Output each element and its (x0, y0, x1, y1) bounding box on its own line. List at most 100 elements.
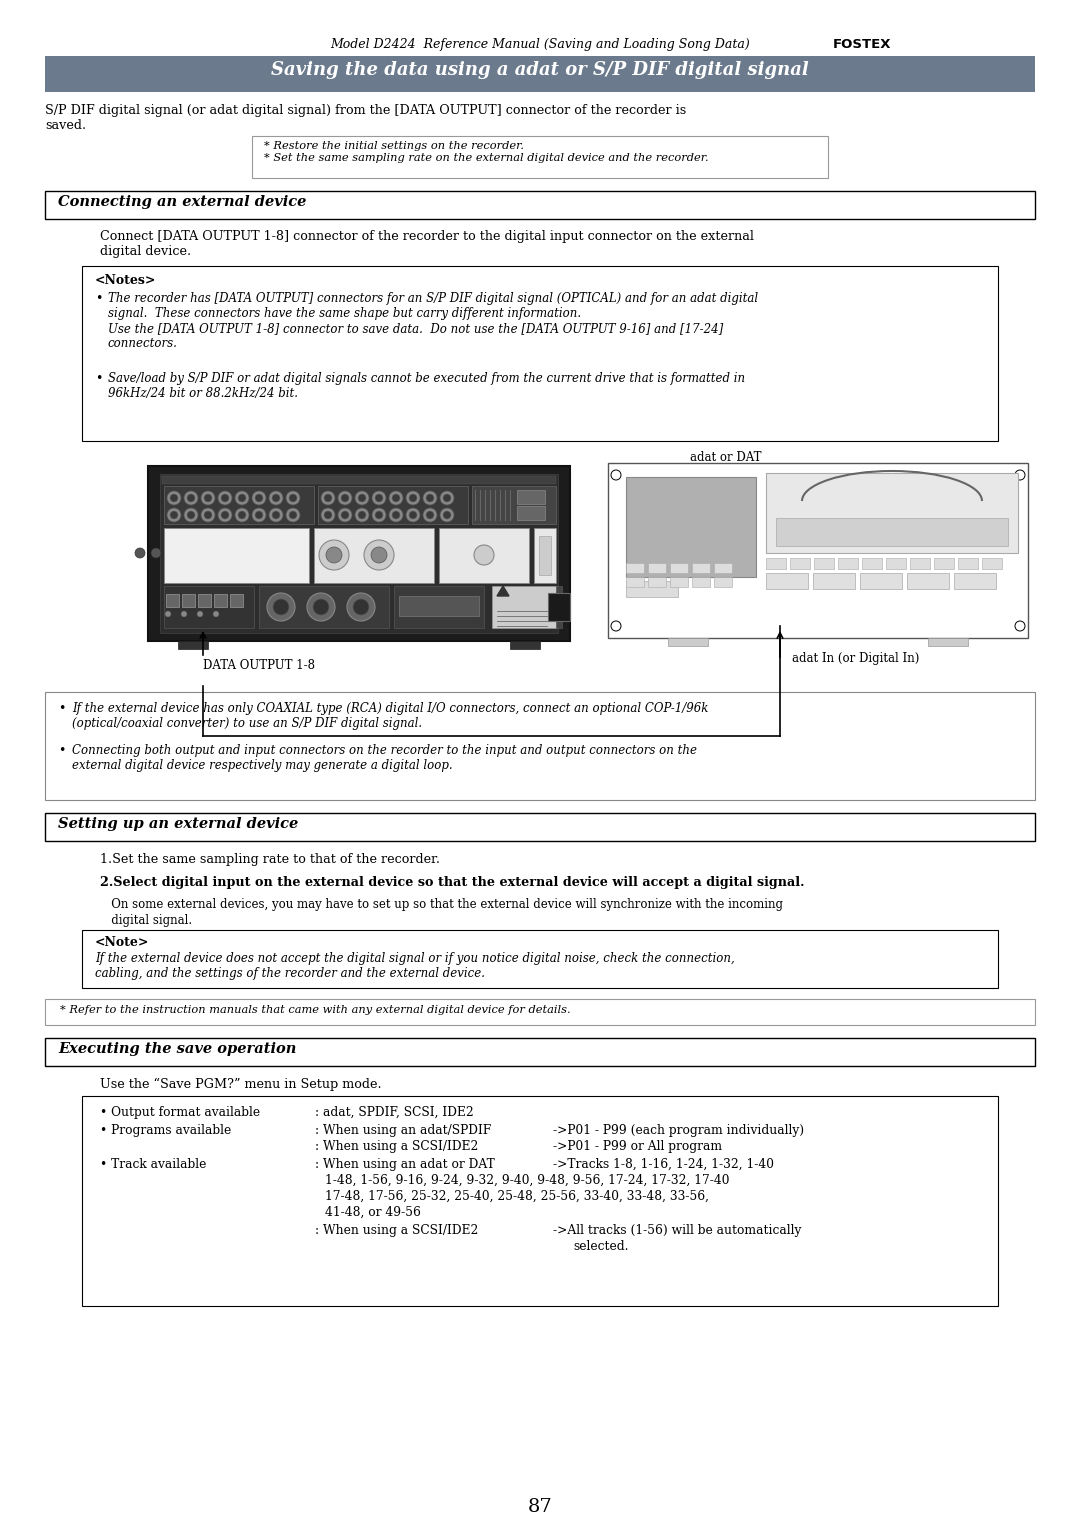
Text: CE: CE (530, 614, 540, 623)
Bar (492, 587, 557, 628)
Circle shape (372, 507, 386, 523)
Bar (692, 578, 710, 587)
Bar (838, 558, 858, 568)
Text: * Refer to the instruction manuals that came with any external digital device fo: * Refer to the instruction manuals that … (60, 1005, 570, 1015)
Bar (164, 587, 254, 628)
Bar (626, 477, 756, 578)
Circle shape (221, 494, 229, 503)
Bar (670, 562, 688, 573)
Circle shape (474, 545, 494, 565)
Circle shape (440, 507, 454, 523)
Text: ->P01 - P99 or All program: ->P01 - P99 or All program (553, 1140, 723, 1154)
Circle shape (151, 549, 161, 558)
Circle shape (353, 599, 369, 614)
Bar (45, 999, 1035, 1025)
Text: Use the “Save PGM?” menu in Setup mode.: Use the “Save PGM?” menu in Setup mode. (100, 1077, 381, 1091)
Circle shape (235, 490, 249, 504)
Bar (399, 596, 480, 616)
Bar (394, 587, 484, 628)
Circle shape (347, 593, 375, 620)
Circle shape (313, 599, 329, 614)
Bar (314, 529, 434, 584)
Circle shape (184, 490, 198, 504)
Bar (928, 639, 968, 646)
Text: • Programs available: • Programs available (100, 1125, 231, 1137)
Circle shape (423, 507, 437, 523)
Circle shape (255, 510, 264, 520)
Text: The recorder has [DATA OUTPUT] connectors for an S/P DIF digital signal (OPTICAL: The recorder has [DATA OUTPUT] connector… (108, 292, 758, 350)
Circle shape (165, 611, 171, 617)
Text: 1-48, 1-56, 9-16, 9-24, 9-32, 9-40, 9-48, 9-56, 17-24, 17-32, 17-40: 1-48, 1-56, 9-16, 9-24, 9-32, 9-40, 9-48… (325, 1174, 729, 1187)
Circle shape (409, 494, 417, 503)
Circle shape (324, 510, 332, 520)
Circle shape (272, 510, 280, 520)
Circle shape (406, 507, 420, 523)
Circle shape (135, 549, 145, 558)
Bar (45, 692, 1035, 801)
Bar (862, 558, 882, 568)
Bar (472, 486, 556, 524)
Text: ->P01 - P99 (each program individually): ->P01 - P99 (each program individually) (553, 1125, 805, 1137)
Circle shape (355, 507, 369, 523)
Circle shape (252, 507, 266, 523)
Circle shape (204, 510, 212, 520)
Bar (982, 558, 1002, 568)
Circle shape (443, 494, 451, 503)
Circle shape (252, 490, 266, 504)
Bar (160, 474, 558, 633)
Circle shape (238, 510, 246, 520)
Circle shape (167, 507, 181, 523)
Circle shape (338, 490, 352, 504)
Circle shape (213, 611, 219, 617)
Circle shape (181, 611, 187, 617)
Bar (669, 639, 708, 646)
Circle shape (392, 510, 400, 520)
Bar (954, 573, 996, 588)
Bar (148, 466, 570, 642)
Circle shape (221, 510, 229, 520)
Text: Save/load by S/P DIF or adat digital signals cannot be executed from the current: Save/load by S/P DIF or adat digital sig… (108, 371, 745, 400)
Circle shape (341, 494, 349, 503)
Circle shape (375, 510, 383, 520)
Text: •: • (95, 292, 103, 306)
Bar (934, 558, 954, 568)
Circle shape (273, 599, 289, 614)
Text: <Notes>: <Notes> (95, 274, 157, 287)
Text: ->Tracks 1-8, 1-16, 1-24, 1-32, 1-40: ->Tracks 1-8, 1-16, 1-24, 1-32, 1-40 (553, 1158, 774, 1170)
Bar (164, 486, 314, 524)
Text: selected.: selected. (573, 1241, 629, 1253)
Text: 41-48, or 49-56: 41-48, or 49-56 (325, 1206, 421, 1219)
Circle shape (372, 547, 387, 562)
Circle shape (341, 510, 349, 520)
Circle shape (426, 494, 434, 503)
Text: If the external device does not accept the digital signal or if you notice digit: If the external device does not accept t… (95, 952, 734, 979)
Circle shape (1015, 620, 1025, 631)
Text: * Restore the initial settings on the recorder.
* Set the same sampling rate on : * Restore the initial settings on the re… (264, 141, 708, 162)
Text: adat In (or Digital In): adat In (or Digital In) (792, 652, 919, 665)
Bar (45, 57, 1035, 92)
Bar (164, 529, 309, 584)
Bar (814, 558, 834, 568)
Circle shape (218, 490, 232, 504)
Circle shape (357, 494, 366, 503)
Circle shape (355, 490, 369, 504)
Circle shape (372, 490, 386, 504)
Text: : adat, SPDIF, SCSI, IDE2: : adat, SPDIF, SCSI, IDE2 (315, 1106, 474, 1118)
Circle shape (170, 494, 178, 503)
Bar (45, 191, 1035, 219)
Text: Connecting both output and input connectors on the recorder to the input and out: Connecting both output and input connect… (72, 744, 697, 772)
Circle shape (201, 507, 215, 523)
Text: 2.Select digital input on the external device so that the external device will a: 2.Select digital input on the external d… (100, 876, 805, 889)
Bar (714, 578, 732, 587)
Circle shape (443, 510, 451, 520)
Circle shape (238, 494, 246, 503)
Circle shape (197, 611, 203, 617)
Text: 1.Set the same sampling rate to that of the recorder.: 1.Set the same sampling rate to that of … (100, 853, 440, 866)
Circle shape (272, 494, 280, 503)
Circle shape (324, 494, 332, 503)
Bar (692, 562, 710, 573)
Circle shape (321, 507, 335, 523)
Bar (214, 594, 227, 607)
Text: S/P DIF digital signal (or adat digital signal) from the [DATA OUTPUT] connector: S/P DIF digital signal (or adat digital … (45, 104, 686, 131)
Text: Model D2424  Reference Manual (Saving and Loading Song Data): Model D2424 Reference Manual (Saving and… (330, 38, 750, 50)
